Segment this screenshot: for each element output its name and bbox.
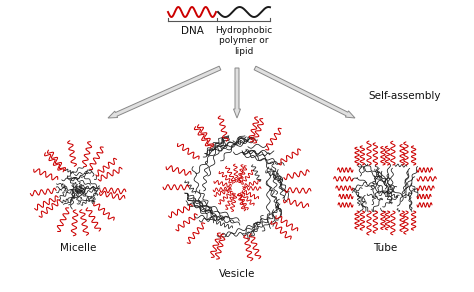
- Polygon shape: [254, 66, 355, 118]
- Text: Tube: Tube: [373, 243, 397, 253]
- Text: DNA: DNA: [181, 26, 203, 36]
- Text: Vesicle: Vesicle: [219, 269, 255, 279]
- Text: Hydrophobic
polymer or
lipid: Hydrophobic polymer or lipid: [215, 26, 273, 56]
- Text: Self-assembly: Self-assembly: [368, 91, 440, 101]
- Polygon shape: [234, 68, 240, 118]
- Text: Micelle: Micelle: [60, 243, 96, 253]
- Polygon shape: [108, 66, 221, 118]
